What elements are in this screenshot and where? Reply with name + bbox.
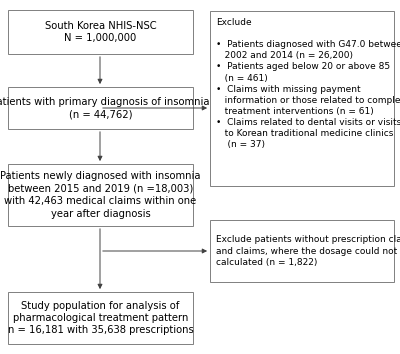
Text: Patients with primary diagnosis of insomnia
(n = 44,762): Patients with primary diagnosis of insom… — [0, 97, 210, 119]
Bar — [8, 292, 193, 344]
Text: Exclude

•  Patients diagnosed with G47.0 between
   2002 and 2014 (n = 26,200)
: Exclude • Patients diagnosed with G47.0 … — [216, 18, 400, 149]
Text: Study population for analysis of
pharmacological treatment pattern
n = 16,181 wi: Study population for analysis of pharmac… — [8, 301, 193, 335]
Bar — [8, 164, 193, 226]
Bar — [8, 87, 193, 129]
Text: Patients newly diagnosed with insomnia
between 2015 and 2019 (n =18,003)
with 42: Patients newly diagnosed with insomnia b… — [0, 171, 201, 219]
Text: Exclude patients without prescription claims
and claims, where the dosage could : Exclude patients without prescription cl… — [216, 235, 400, 267]
Text: South Korea NHIS-NSC
N = 1,000,000: South Korea NHIS-NSC N = 1,000,000 — [45, 21, 156, 43]
Bar — [8, 10, 193, 54]
Bar — [210, 220, 394, 282]
Bar — [210, 11, 394, 186]
